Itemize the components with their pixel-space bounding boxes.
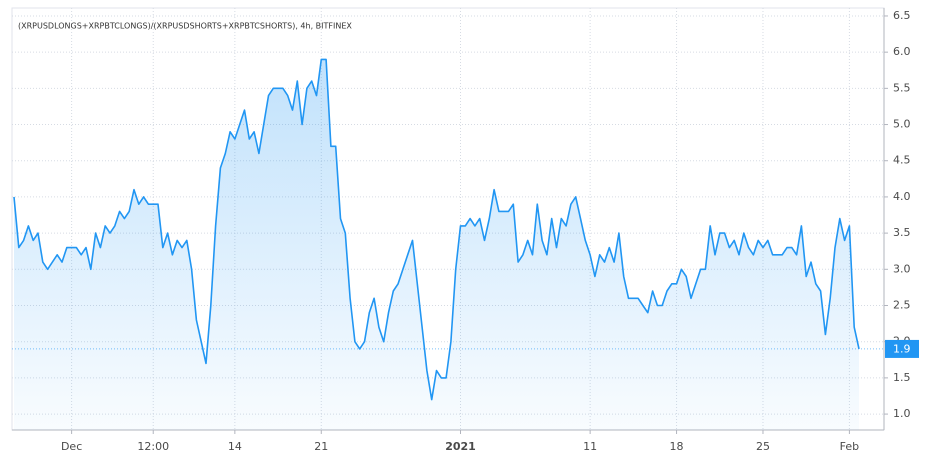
- y-tick-label: 1.5: [893, 371, 911, 384]
- area: [14, 59, 859, 431]
- x-tick-label: 18: [670, 440, 684, 453]
- y-tick-label: 3.0: [893, 262, 911, 275]
- last-value-box: [885, 339, 919, 358]
- x-tick-label: Dec: [61, 440, 82, 453]
- y-tick-label: 6.5: [893, 9, 911, 22]
- y-tick-label: 4.0: [893, 190, 911, 203]
- x-tick-label: 11: [583, 440, 597, 453]
- x-tick-label: Feb: [840, 440, 859, 453]
- x-tick-label: 2021: [445, 440, 476, 453]
- x-tick-label: 14: [228, 440, 242, 453]
- y-tick-label: 6.0: [893, 45, 911, 58]
- x-tick-label: 21: [314, 440, 328, 453]
- last-value-label: 1.9: [893, 342, 911, 355]
- line: [13, 58, 860, 401]
- x-tick-label: 12:00: [137, 440, 169, 453]
- y-tick-label: 5.5: [893, 81, 911, 94]
- y-tick-label: 1.0: [893, 407, 911, 420]
- x-tick-label: 25: [756, 440, 770, 453]
- y-tick-label: 2.5: [893, 298, 911, 311]
- y-tick-label: 3.5: [893, 226, 911, 239]
- chart-title: (XRPUSDLONGS+XRPBTCLONGS)/(XRPUSDSHORTS+…: [18, 22, 352, 31]
- y-tick-label: 4.5: [893, 154, 911, 167]
- y-tick-label: 5.0: [893, 118, 911, 131]
